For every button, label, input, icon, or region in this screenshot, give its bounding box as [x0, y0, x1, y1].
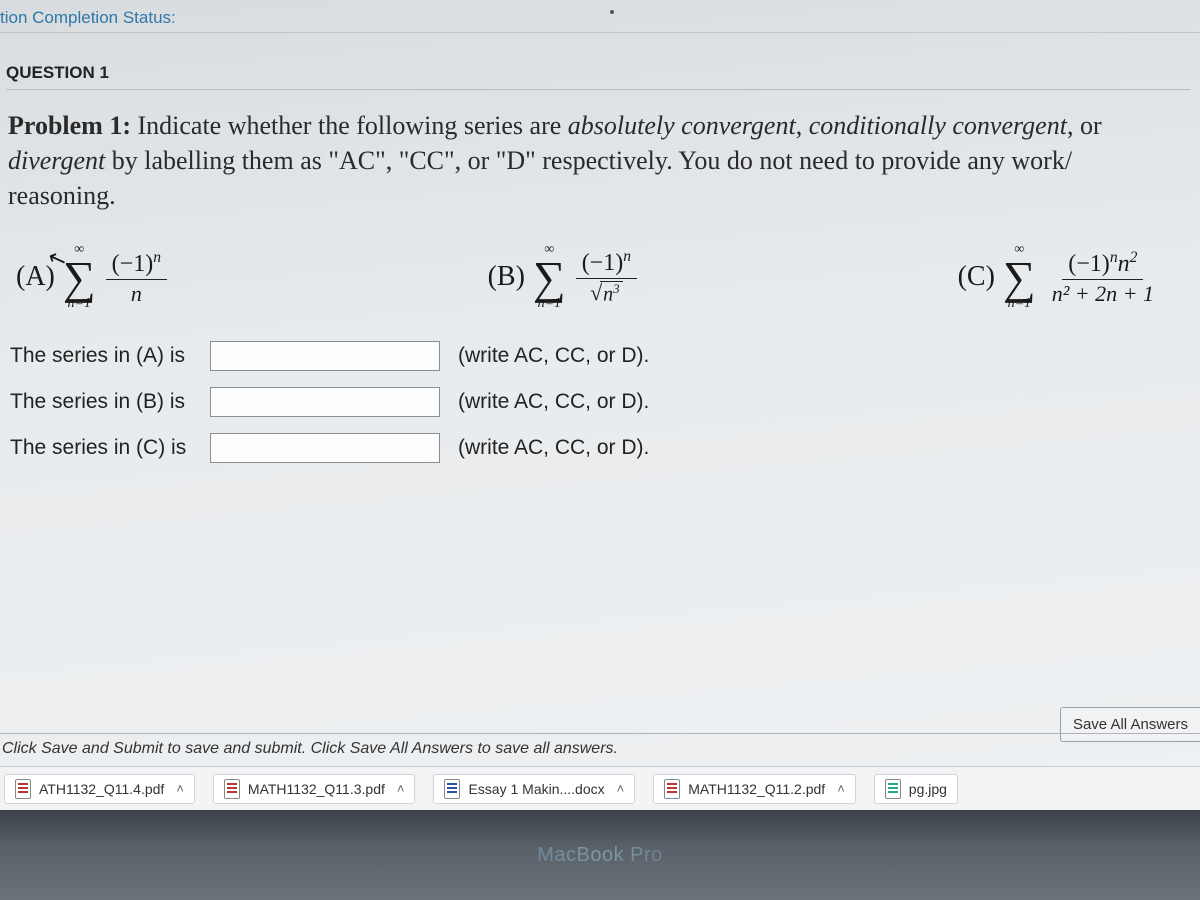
- formula-b: (B) ∞ ∑ n=1 (−1)n √ n3: [488, 243, 637, 311]
- download-filename: Essay 1 Makin....docx: [468, 781, 604, 797]
- download-filename: ATH1132_Q11.4.pdf: [39, 781, 164, 797]
- chevron-up-icon[interactable]: ˄: [397, 781, 405, 796]
- question-heading: QUESTION 1: [6, 63, 1190, 90]
- formula-c: (C) ∞ ∑ n=1 (−1)nn2 n² + 2n + 1: [958, 243, 1160, 311]
- formula-b-denominator: √ n3: [584, 279, 629, 306]
- term-divergent: divergent: [8, 146, 105, 175]
- formula-c-fraction: (−1)nn2 n² + 2n + 1: [1046, 250, 1160, 305]
- download-shelf: ATH1132_Q11.4.pdf ˄ MATH1132_Q11.3.pdf ˄…: [0, 766, 1200, 810]
- formula-a: (A) ∞ ∑ n=1 (−1)n n: [16, 243, 167, 311]
- laptop-bezel: MacBook Pro: [0, 810, 1200, 900]
- device-brand: MacBook Pro: [537, 844, 663, 867]
- pdf-file-icon: [664, 779, 680, 799]
- pdf-file-icon: [15, 779, 31, 799]
- formula-c-numerator: (−1)nn2: [1062, 250, 1143, 280]
- answer-a-label: The series in (A) is: [10, 344, 210, 368]
- screen-content: tion Completion Status: QUESTION 1 Probl…: [0, 0, 1200, 810]
- answer-b-label: The series in (B) is: [10, 390, 210, 414]
- answer-c-label: The series in (C) is: [10, 436, 210, 460]
- answer-row-a: The series in (A) is (write AC, CC, or D…: [10, 341, 1190, 371]
- sigma-symbol: ∑: [1003, 255, 1036, 301]
- download-item[interactable]: MATH1132_Q11.3.pdf ˄: [213, 774, 416, 804]
- chevron-up-icon[interactable]: ˄: [837, 781, 845, 796]
- formula-a-fraction: (−1)n n: [106, 250, 167, 305]
- download-filename: MATH1132_Q11.3.pdf: [248, 781, 385, 797]
- sigma-lower: n=1: [538, 297, 561, 311]
- completion-status-label: tion Completion Status:: [0, 8, 176, 27]
- download-filename: MATH1132_Q11.2.pdf: [688, 781, 825, 797]
- answer-rows: The series in (A) is (write AC, CC, or D…: [6, 335, 1190, 463]
- sqrt-icon: √ n3: [590, 281, 623, 306]
- image-file-icon: [885, 779, 901, 799]
- download-item[interactable]: MATH1132_Q11.2.pdf ˄: [653, 774, 856, 804]
- sigma-icon: ∞ ∑ n=1: [63, 243, 96, 311]
- download-filename: pg.jpg: [909, 781, 947, 797]
- problem-body-2: ,: [796, 111, 809, 140]
- formula-row: (A) ∞ ∑ n=1 (−1)n n (B) ∞ ∑ n=1: [6, 233, 1190, 335]
- question-block: QUESTION 1 Problem 1: Indicate whether t…: [0, 33, 1200, 463]
- answer-a-hint: (write AC, CC, or D).: [458, 344, 649, 368]
- sigma-lower: n=1: [68, 297, 91, 311]
- formula-a-denominator: n: [125, 280, 148, 305]
- answer-row-b: The series in (B) is (write AC, CC, or D…: [10, 387, 1190, 417]
- formula-c-label: (C): [958, 261, 995, 293]
- problem-lead: Problem 1:: [8, 111, 131, 140]
- pdf-file-icon: [224, 779, 240, 799]
- download-item[interactable]: ATH1132_Q11.4.pdf ˄: [4, 774, 195, 804]
- sigma-lower: n=1: [1008, 297, 1031, 311]
- formula-b-fraction: (−1)n √ n3: [576, 249, 637, 306]
- answer-c-hint: (write AC, CC, or D).: [458, 436, 649, 460]
- sigma-icon: ∞ ∑ n=1: [533, 243, 566, 311]
- formula-a-numerator: (−1)n: [106, 250, 167, 280]
- formula-b-label: (B): [488, 261, 525, 293]
- problem-body-4: by labelling them as "AC", "CC", or "D" …: [8, 146, 1072, 210]
- formula-b-numerator: (−1)n: [576, 249, 637, 279]
- formula-c-denominator: n² + 2n + 1: [1046, 280, 1160, 305]
- answer-row-c: The series in (C) is (write AC, CC, or D…: [10, 433, 1190, 463]
- answer-b-input[interactable]: [210, 387, 440, 417]
- completion-status-bar: tion Completion Status:: [0, 0, 1200, 33]
- save-submit-hint: Click Save and Submit to save and submit…: [0, 733, 1200, 764]
- chevron-up-icon[interactable]: ˄: [176, 781, 184, 796]
- answer-b-hint: (write AC, CC, or D).: [458, 390, 649, 414]
- word-file-icon: [444, 779, 460, 799]
- camera-dot-icon: [610, 10, 614, 14]
- problem-body-1: Indicate whether the following series ar…: [131, 111, 568, 140]
- sigma-icon: ∞ ∑ n=1: [1003, 243, 1036, 311]
- download-item[interactable]: pg.jpg: [874, 774, 958, 804]
- answer-a-input[interactable]: [210, 341, 440, 371]
- sigma-symbol: ∑: [533, 255, 566, 301]
- term-conditionally-convergent: conditionally convergent: [809, 111, 1067, 140]
- problem-body-3: , or: [1067, 111, 1102, 140]
- download-item[interactable]: Essay 1 Makin....docx ˄: [433, 774, 635, 804]
- chevron-up-icon[interactable]: ˄: [617, 781, 625, 796]
- term-absolutely-convergent: absolutely convergent: [568, 111, 796, 140]
- problem-statement: Problem 1: Indicate whether the followin…: [6, 104, 1190, 233]
- answer-c-input[interactable]: [210, 433, 440, 463]
